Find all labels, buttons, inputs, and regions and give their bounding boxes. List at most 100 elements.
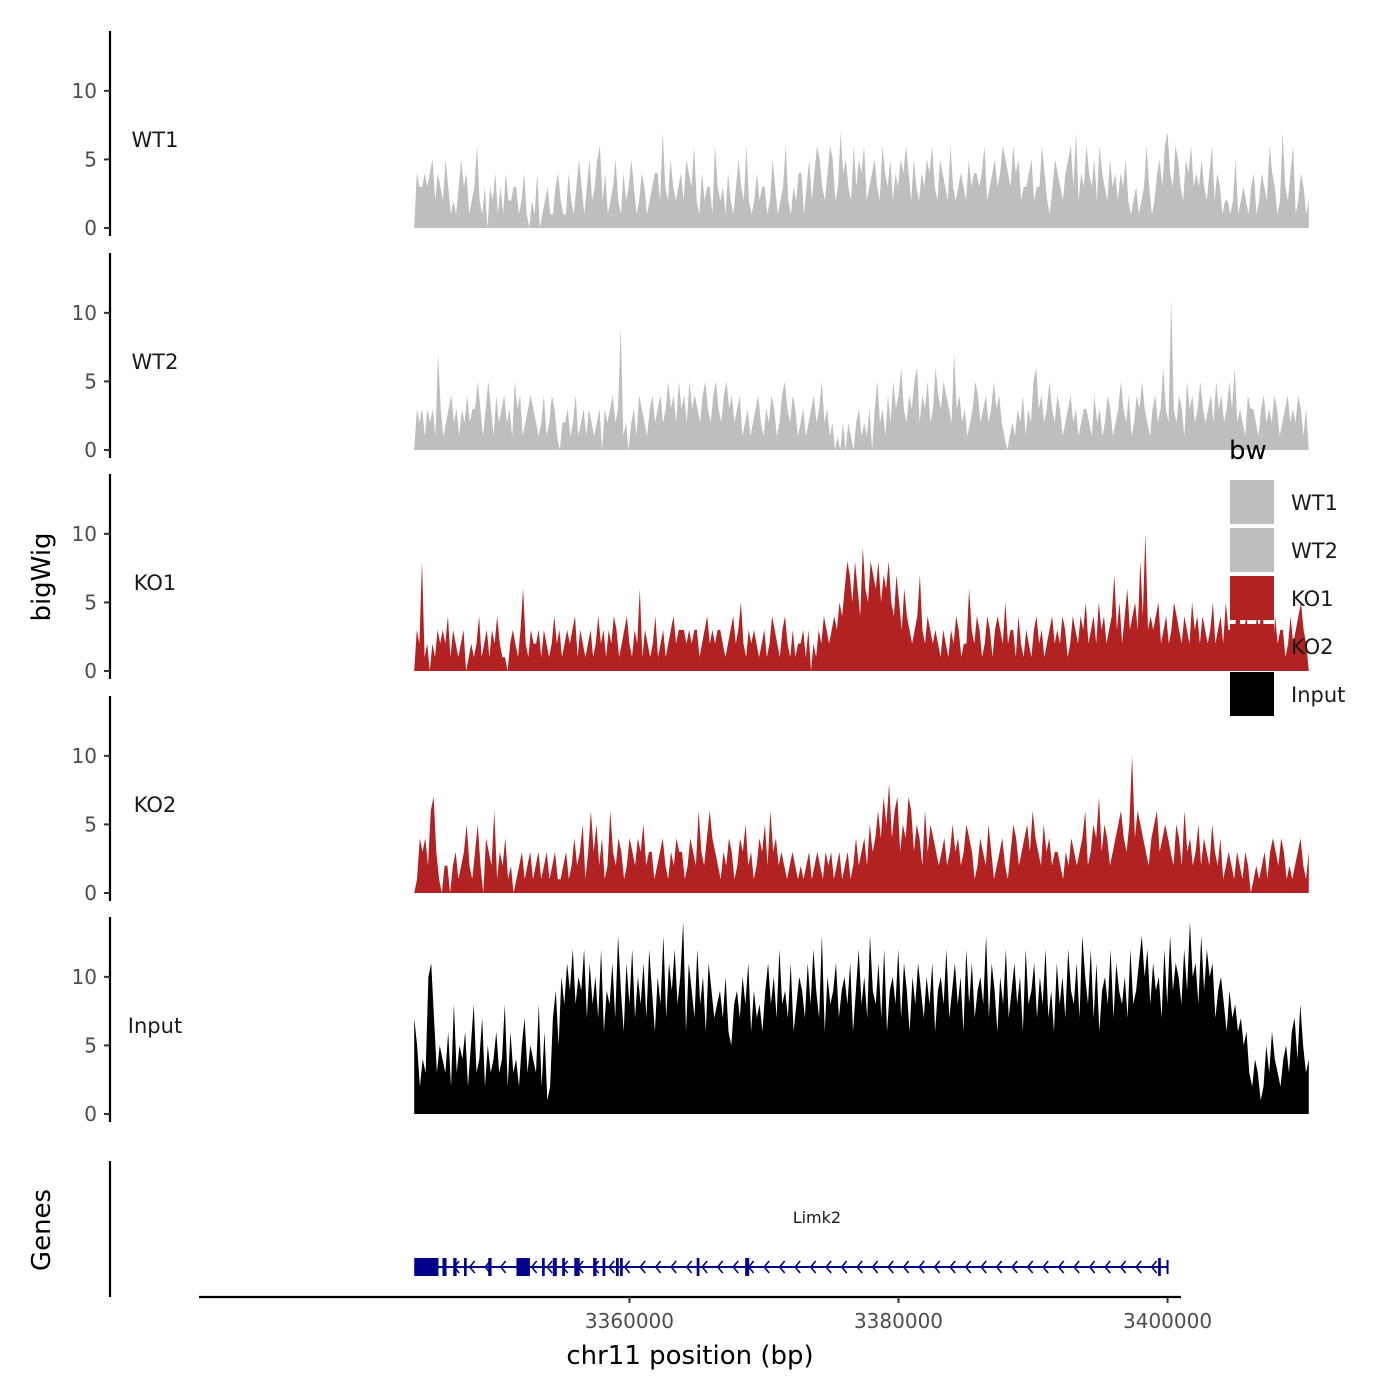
exon	[552, 1258, 557, 1276]
strand-arrow	[995, 1260, 1003, 1274]
strand-arrow	[949, 1260, 956, 1274]
legend-swatch-ko1	[1230, 576, 1274, 620]
x-tick-label: 3400000	[1123, 1309, 1212, 1333]
y-tick-label: 10	[72, 965, 97, 989]
strand-arrow	[1135, 1260, 1142, 1274]
legend-swatch-wt2	[1230, 528, 1274, 572]
strand-arrow	[1104, 1260, 1111, 1274]
strand-arrow	[1119, 1260, 1127, 1274]
legend-label-wt2: WT2	[1291, 539, 1338, 563]
strand-arrow	[887, 1260, 894, 1274]
signal-area-ko1	[414, 533, 1309, 671]
y-tick-label: 5	[84, 369, 97, 393]
track-wt2: 0 5 10 WT2	[72, 253, 1309, 462]
track-label: Input	[128, 1014, 182, 1038]
exon	[464, 1258, 467, 1276]
exon	[453, 1258, 457, 1276]
y-tick-label: 0	[84, 216, 97, 240]
strand-arrow	[825, 1260, 832, 1274]
legend-swatch-wt1	[1230, 480, 1274, 524]
strand-arrow	[1057, 1260, 1065, 1274]
exon	[516, 1258, 530, 1276]
strand-arrow	[856, 1260, 863, 1274]
strand-arrow	[840, 1260, 848, 1274]
exon	[593, 1258, 597, 1276]
strand-arrow	[1026, 1260, 1034, 1274]
y-tick-label: 10	[72, 522, 97, 546]
y-tick-label: 5	[84, 147, 97, 171]
track-ko1: 0 5 10 KO1	[72, 474, 1309, 683]
genes-axis-title: Genes	[27, 1189, 57, 1271]
track-wt1: 0 5 10 WT1	[72, 31, 1309, 240]
track-label: WT1	[132, 128, 179, 152]
track-label: WT2	[132, 350, 179, 374]
exon	[616, 1258, 619, 1276]
exon	[745, 1258, 750, 1276]
strand-arrow	[530, 1260, 538, 1274]
legend-label-ko1: KO1	[1291, 587, 1334, 611]
y-tick-label: 5	[84, 1033, 97, 1057]
track-label: KO1	[134, 571, 177, 595]
y-tick-label: 5	[84, 590, 97, 614]
exon	[602, 1258, 606, 1276]
strand-arrow	[809, 1260, 817, 1274]
strand-arrow	[778, 1260, 786, 1274]
legend-swatch-input	[1230, 672, 1274, 716]
legend: bw WT1 WT2 KO1 KO2 Input	[1229, 436, 1345, 716]
x-axis: 3360000 3380000 3400000	[199, 1295, 1212, 1333]
legend-label-ko2: KO2	[1291, 635, 1334, 659]
exon	[574, 1258, 580, 1276]
strand-arrow	[933, 1260, 941, 1274]
exon	[696, 1258, 700, 1276]
track-ko2: 0 5 10 KO2	[72, 696, 1309, 905]
strand-arrow	[499, 1260, 507, 1274]
strand-arrow	[654, 1260, 662, 1274]
legend-label-wt1: WT1	[1291, 491, 1338, 515]
exon	[442, 1258, 447, 1276]
legend-title: bw	[1229, 436, 1267, 466]
strand-arrow	[701, 1260, 708, 1274]
signal-area-input	[414, 922, 1309, 1114]
strand-arrow	[639, 1260, 646, 1274]
strand-arrow	[918, 1260, 925, 1274]
strand-arrow	[670, 1260, 677, 1274]
exon	[620, 1258, 623, 1276]
track-input: 0 5 10 Input	[72, 917, 1309, 1126]
genes-track: Limk2	[108, 1161, 1169, 1297]
signal-area-wt2	[414, 299, 1309, 450]
strand-arrow	[871, 1260, 879, 1274]
strand-arrow	[623, 1260, 631, 1274]
y-tick-label: 5	[84, 812, 97, 836]
strand-arrow	[964, 1260, 972, 1274]
strand-arrow	[902, 1260, 910, 1274]
y-tick-label: 10	[72, 744, 97, 768]
strand-arrow	[1011, 1260, 1018, 1274]
strand-arrow	[732, 1260, 739, 1274]
exon	[562, 1258, 565, 1276]
track-label: KO2	[134, 793, 177, 817]
y-tick-label: 0	[84, 659, 97, 683]
gene-limk2: Limk2	[414, 1208, 1169, 1276]
legend-label-input: Input	[1291, 683, 1345, 707]
signal-area-wt1	[414, 132, 1309, 228]
exon	[414, 1258, 439, 1276]
strand-arrow	[1042, 1260, 1049, 1274]
legend-swatch-ko2	[1230, 624, 1274, 668]
strand-arrow	[685, 1260, 693, 1274]
exon	[542, 1258, 545, 1276]
tracks-layer: 0 5 10 WT1 0 5 10 WT2 0 5 10 KO1 0 5 10 KO2 0 5 10 Input	[72, 31, 1309, 1126]
x-axis-title: chr11 position (bp)	[566, 1341, 813, 1371]
exon	[1158, 1258, 1161, 1276]
y-axis-title: bigWig	[27, 532, 57, 621]
y-tick-label: 10	[72, 301, 97, 325]
strand-arrow	[1150, 1260, 1158, 1274]
y-tick-label: 10	[72, 79, 97, 103]
y-tick-label: 0	[84, 881, 97, 905]
strand-arrow	[980, 1260, 987, 1274]
strand-arrow	[794, 1260, 801, 1274]
y-tick-label: 0	[84, 438, 97, 462]
gene-name-label: Limk2	[793, 1208, 841, 1227]
strand-arrow	[468, 1260, 476, 1274]
x-tick-label: 3380000	[854, 1309, 943, 1333]
